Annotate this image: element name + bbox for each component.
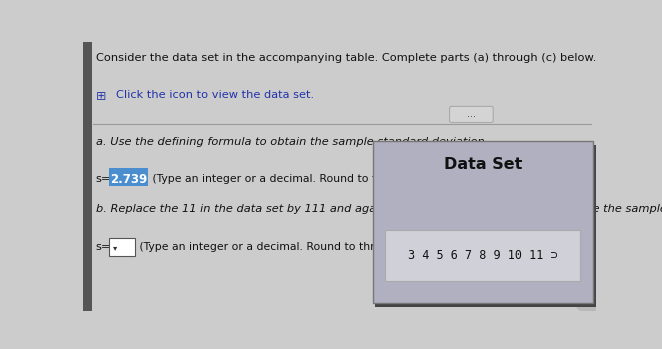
Text: a. Use the defining formula to obtain the sample standard deviation.: a. Use the defining formula to obtain th… [95,137,488,147]
Text: Data Set: Data Set [444,157,522,172]
FancyBboxPatch shape [83,42,92,311]
Text: (Type an integer or a decimal. Round to three decimal places as needed.): (Type an integer or a decimal. Round to … [136,242,541,252]
Text: Click the icon to view the data set.: Click the icon to view the data set. [116,90,314,100]
Text: ▾: ▾ [113,243,117,252]
Text: s=: s= [95,173,111,184]
Text: s=: s= [95,242,111,252]
FancyBboxPatch shape [449,106,493,122]
FancyBboxPatch shape [109,238,134,256]
Text: 2.739: 2.739 [110,173,147,186]
FancyBboxPatch shape [375,145,596,306]
FancyBboxPatch shape [109,168,148,186]
Text: (Type an integer or a decimal. Round to three decimal places as needed.): (Type an integer or a decimal. Round to … [150,173,554,184]
Text: ...: ... [467,110,475,119]
Text: ⊞: ⊞ [95,90,106,103]
FancyBboxPatch shape [385,230,581,281]
Text: b. Replace the 11 in the data set by 111 and again use the defining formula to c: b. Replace the 11 in the data set by 111… [95,205,662,215]
FancyBboxPatch shape [373,141,593,303]
Text: 3 4 5 6 7 8 9 10 11 ⊃: 3 4 5 6 7 8 9 10 11 ⊃ [408,249,558,262]
Circle shape [577,297,607,313]
Text: Consider the data set in the accompanying table. Complete parts (a) through (c) : Consider the data set in the accompanyin… [95,53,596,62]
